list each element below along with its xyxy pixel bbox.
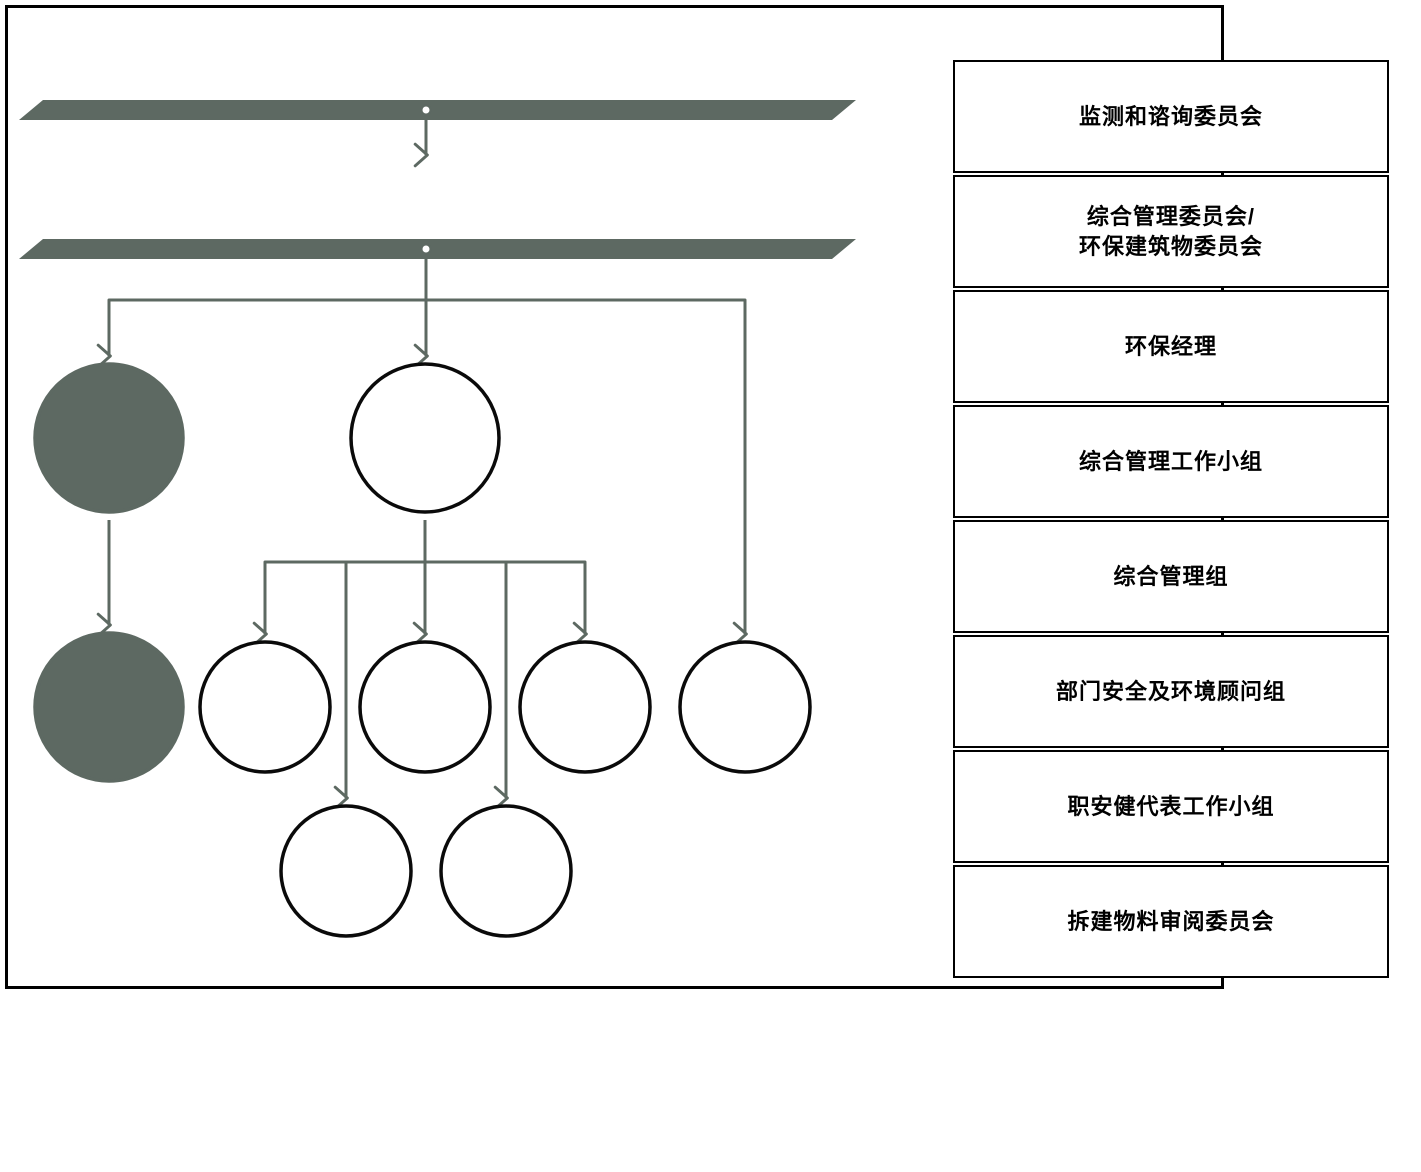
bar-2	[19, 239, 856, 259]
bar-1	[19, 100, 856, 120]
lg-5-label: 综合管理组	[1113, 562, 1228, 592]
arr-bar2-down-origin-dot	[422, 245, 431, 254]
arr-mid-left	[109, 300, 426, 356]
circle-a1	[35, 364, 183, 512]
circle-c2	[360, 642, 490, 772]
circle-c4	[680, 642, 810, 772]
circle-a2	[35, 633, 183, 781]
lg-2: 综合管理委员会/ 环保建筑物委员会	[953, 175, 1389, 288]
lg-8-label: 拆建物料审阅委员会	[1067, 907, 1274, 937]
lg-3: 环保经理	[953, 290, 1389, 403]
lg-7: 职安健代表工作小组	[953, 750, 1389, 863]
lg-8: 拆建物料审阅委员会	[953, 865, 1389, 978]
diagram-stage: 监测和谘询委员会综合管理委员会/ 环保建筑物委员会环保经理综合管理工作小组综合管…	[0, 0, 1421, 1172]
circle-b	[351, 364, 499, 512]
lg-4-label: 综合管理工作小组	[1079, 447, 1263, 477]
lg-3-label: 环保经理	[1125, 332, 1217, 362]
lg-6: 部门安全及环境顾问组	[953, 635, 1389, 748]
circle-d1	[281, 806, 411, 936]
circle-c1	[200, 642, 330, 772]
lg-4: 综合管理工作小组	[953, 405, 1389, 518]
lg-1: 监测和谘询委员会	[953, 60, 1389, 173]
lg-7-label: 职安健代表工作小组	[1067, 792, 1274, 822]
lg-1-label: 监测和谘询委员会	[1079, 102, 1263, 132]
circle-c3	[520, 642, 650, 772]
arr-bar1-bar2-origin-dot	[422, 106, 431, 115]
lg-2-label: 综合管理委员会/ 环保建筑物委员会	[1079, 202, 1263, 261]
lg-6-label: 部门安全及环境顾问组	[1056, 677, 1286, 707]
lg-5: 综合管理组	[953, 520, 1389, 633]
circle-d2	[441, 806, 571, 936]
